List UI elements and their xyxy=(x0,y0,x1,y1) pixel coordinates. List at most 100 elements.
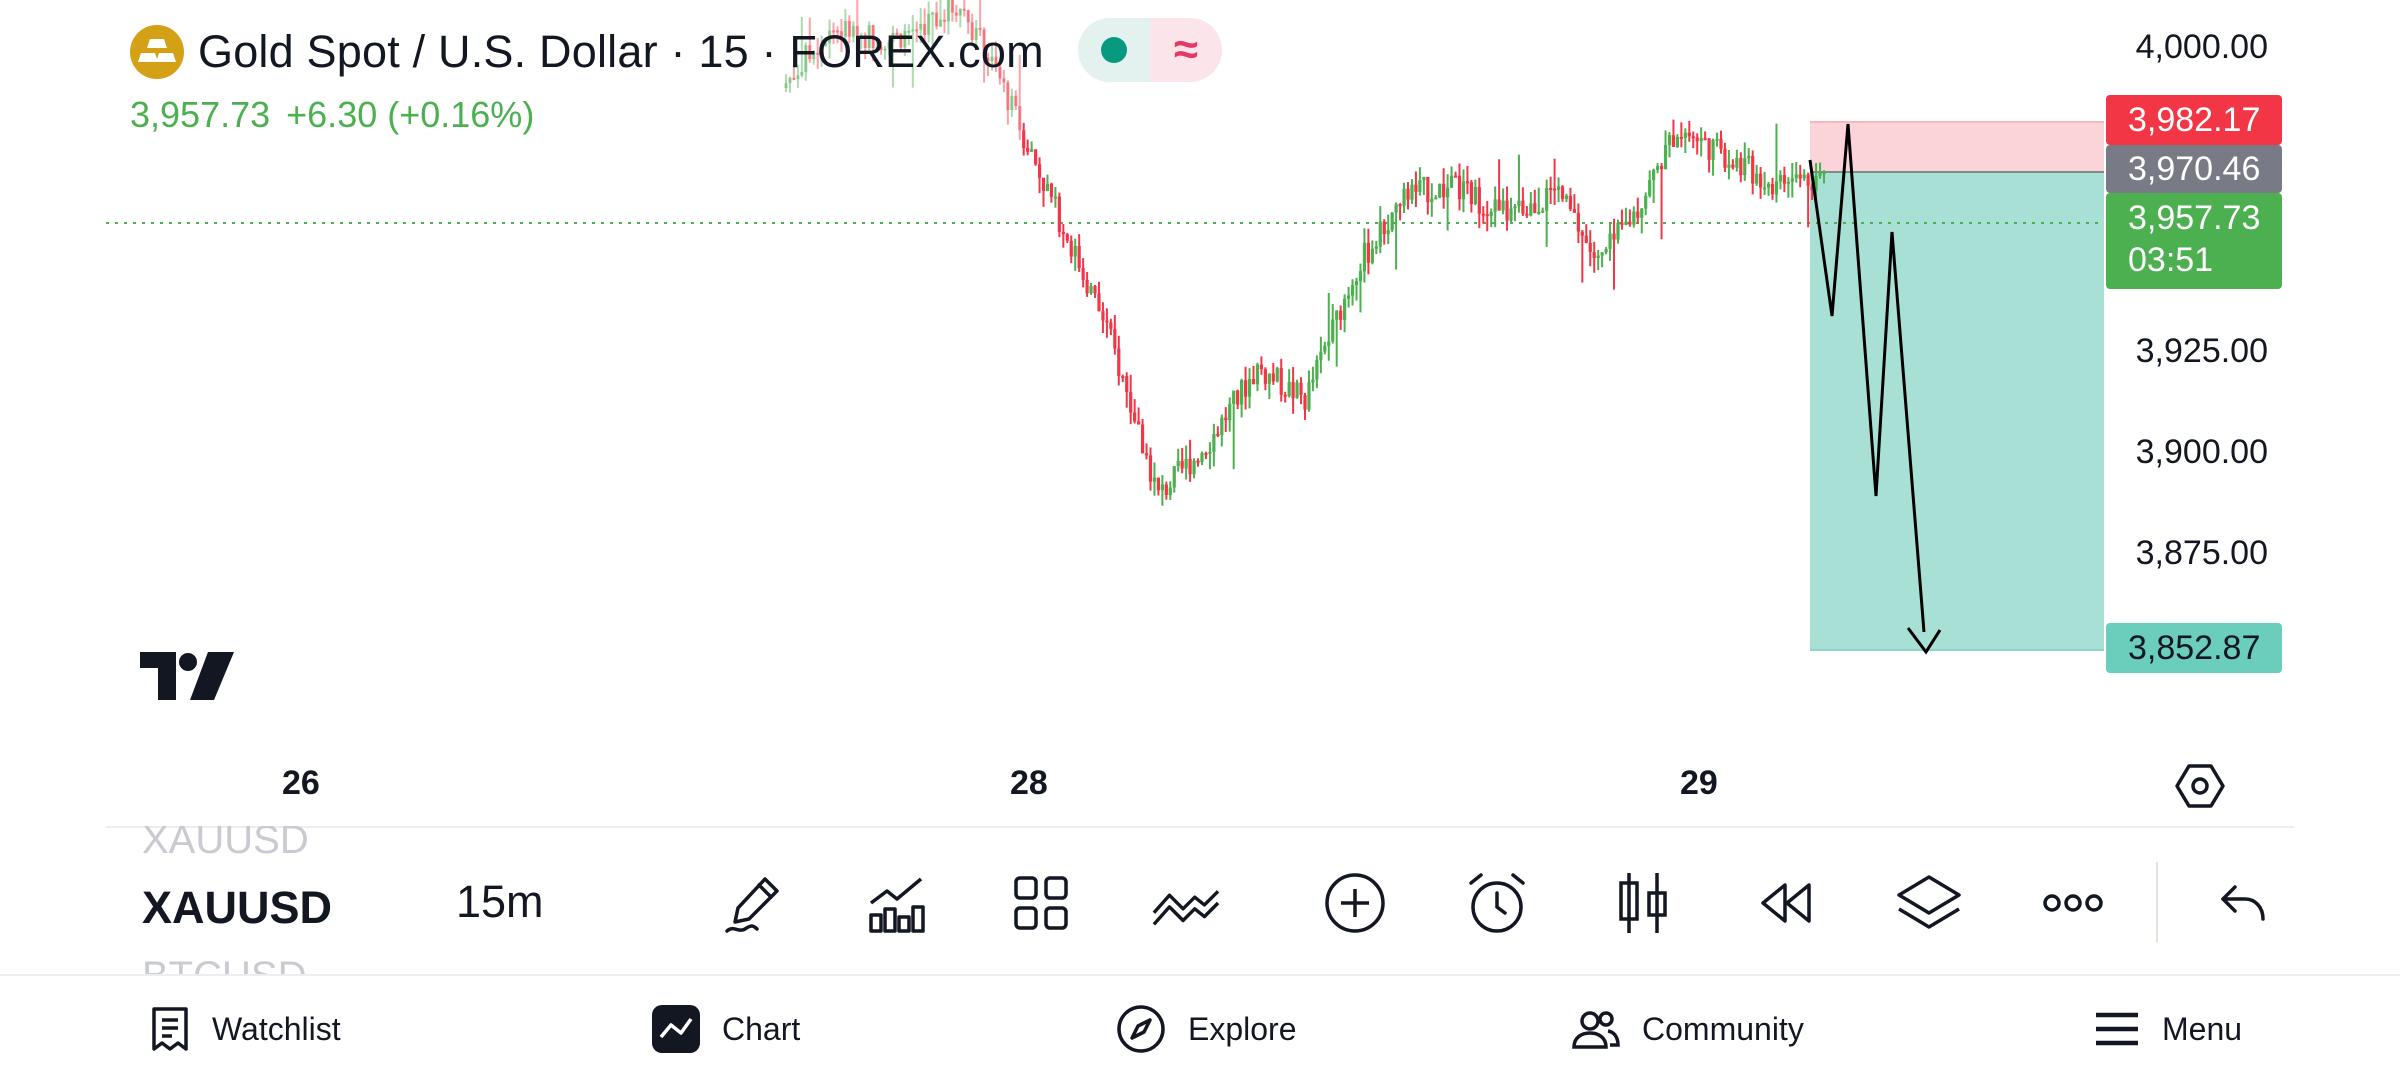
take-profit-tag[interactable]: 3,852.87 xyxy=(2106,623,2282,673)
current-price-value: 3,957.73 xyxy=(2128,199,2261,237)
candle-body xyxy=(1549,188,1553,191)
candle-body xyxy=(895,32,899,35)
candle-body xyxy=(1735,157,1739,168)
candle-body xyxy=(1018,106,1022,131)
candle-body xyxy=(1010,95,1014,111)
candle-body xyxy=(966,10,970,23)
candle-body xyxy=(1624,221,1628,225)
candle-body xyxy=(1711,139,1715,160)
candle-body xyxy=(1719,138,1723,149)
candle-body xyxy=(1386,229,1390,235)
candle-body xyxy=(1418,180,1422,192)
layers-icon[interactable] xyxy=(1894,868,1964,938)
candle-body xyxy=(804,45,808,73)
candle-body xyxy=(1560,186,1565,199)
candle-body xyxy=(1430,198,1434,203)
candles-group xyxy=(784,0,1826,506)
symbol-picker[interactable]: XAUUSD XAUUSD BTCUSD xyxy=(142,826,362,974)
loss-zone[interactable] xyxy=(1810,122,2104,172)
stop-loss-tag[interactable]: 3,982.17 xyxy=(2106,95,2282,145)
candle-body xyxy=(1505,200,1509,221)
candle-body xyxy=(1521,200,1525,214)
trend-drawing[interactable] xyxy=(1808,123,1926,633)
price-summary: 3,957.73 +6.30 (+0.16%) xyxy=(130,94,550,136)
compare-icon[interactable] xyxy=(1150,868,1220,938)
profit-zone[interactable] xyxy=(1810,172,2104,650)
status-pill[interactable]: ≈ xyxy=(1078,18,1222,82)
indicators-icon[interactable] xyxy=(862,868,932,938)
candle-body xyxy=(1188,458,1192,475)
add-icon[interactable] xyxy=(1320,868,1390,938)
candle-body xyxy=(1315,360,1319,380)
interval-button[interactable]: 15m xyxy=(456,876,544,927)
nav-watchlist[interactable]: Watchlist xyxy=(150,976,341,1082)
candle-body xyxy=(1077,245,1081,268)
candle-body xyxy=(1097,293,1101,312)
symbol-current[interactable]: XAUUSD xyxy=(142,882,333,933)
candles-icon[interactable] xyxy=(1608,868,1678,938)
symbol-prev[interactable]: XAUUSD xyxy=(142,826,309,862)
candle-body xyxy=(1026,147,1030,152)
candle-body xyxy=(1192,460,1196,475)
nav-label: Community xyxy=(1642,1010,1804,1047)
candle-body xyxy=(1489,211,1493,217)
layout-grid-icon[interactable] xyxy=(1006,868,1076,938)
replay-icon[interactable] xyxy=(1750,868,1820,938)
candle-body xyxy=(1818,172,1822,176)
candle-body xyxy=(1287,381,1291,396)
entry-price-tag[interactable]: 3,970.46 xyxy=(2106,145,2282,193)
candle-body xyxy=(1529,203,1533,216)
time-axis-label: 28 xyxy=(1010,764,1048,802)
alert-icon[interactable] xyxy=(1462,868,1532,938)
candle-body xyxy=(1564,195,1569,199)
candle-body xyxy=(1335,310,1339,320)
candle-body xyxy=(946,0,951,22)
candle-body xyxy=(1172,466,1176,488)
candle-body xyxy=(1259,364,1264,370)
candle-body xyxy=(1675,136,1680,147)
candle-body xyxy=(1073,245,1077,257)
candle-body xyxy=(1442,183,1446,198)
candle-body xyxy=(994,56,998,67)
last-price: 3,957.73 xyxy=(130,94,271,135)
nav-explore[interactable]: Explore xyxy=(1116,976,1297,1082)
symbol-header[interactable]: Gold Spot / U.S. Dollar · 15 · FOREX.com xyxy=(130,22,1044,82)
chart-settings-icon[interactable] xyxy=(2174,760,2226,817)
candle-body xyxy=(919,23,923,30)
candle-body xyxy=(1501,200,1505,211)
price-axis-label: 3,875.00 xyxy=(2135,534,2268,572)
candle-body xyxy=(1133,412,1137,422)
chart-area[interactable]: Gold Spot / U.S. Dollar · 15 · FOREX.com… xyxy=(0,0,2400,820)
candle-body xyxy=(1513,206,1517,209)
candle-body xyxy=(1267,373,1271,384)
bottom-navigation: Watchlist Chart Explore Community Menu xyxy=(0,974,2400,1082)
candle-body xyxy=(1069,240,1073,257)
candle-body xyxy=(1228,403,1232,421)
price-axis-label: 3,925.00 xyxy=(2135,332,2268,370)
nav-community[interactable]: Community xyxy=(1572,976,1804,1082)
candle-body xyxy=(1695,137,1699,142)
candle-body xyxy=(1117,348,1121,377)
nav-chart[interactable]: Chart xyxy=(652,976,800,1082)
candle-body xyxy=(1006,82,1010,111)
tradingview-logo[interactable] xyxy=(140,652,234,705)
candle-body xyxy=(1533,203,1537,213)
candle-body xyxy=(824,43,828,46)
time-axis-label: 26 xyxy=(282,764,320,802)
candle-body xyxy=(859,34,863,37)
candle-body xyxy=(962,8,966,11)
price-chart[interactable] xyxy=(0,0,2400,820)
candle-body xyxy=(950,0,954,13)
candle-body xyxy=(1636,211,1640,218)
candle-body xyxy=(1612,233,1616,240)
symbol-title: Gold Spot / U.S. Dollar · 15 · FOREX.com xyxy=(198,26,1044,77)
pencil-icon[interactable] xyxy=(720,868,790,938)
symbol-next[interactable]: BTCUSD xyxy=(142,954,306,974)
candle-body xyxy=(1402,188,1406,206)
nav-menu[interactable]: Menu xyxy=(2094,976,2242,1082)
undo-icon[interactable] xyxy=(2208,868,2278,938)
toolbar-divider xyxy=(106,826,2294,828)
watchlist-icon xyxy=(152,1007,188,1051)
more-icon[interactable] xyxy=(2038,868,2108,938)
candle-body xyxy=(1140,424,1145,454)
